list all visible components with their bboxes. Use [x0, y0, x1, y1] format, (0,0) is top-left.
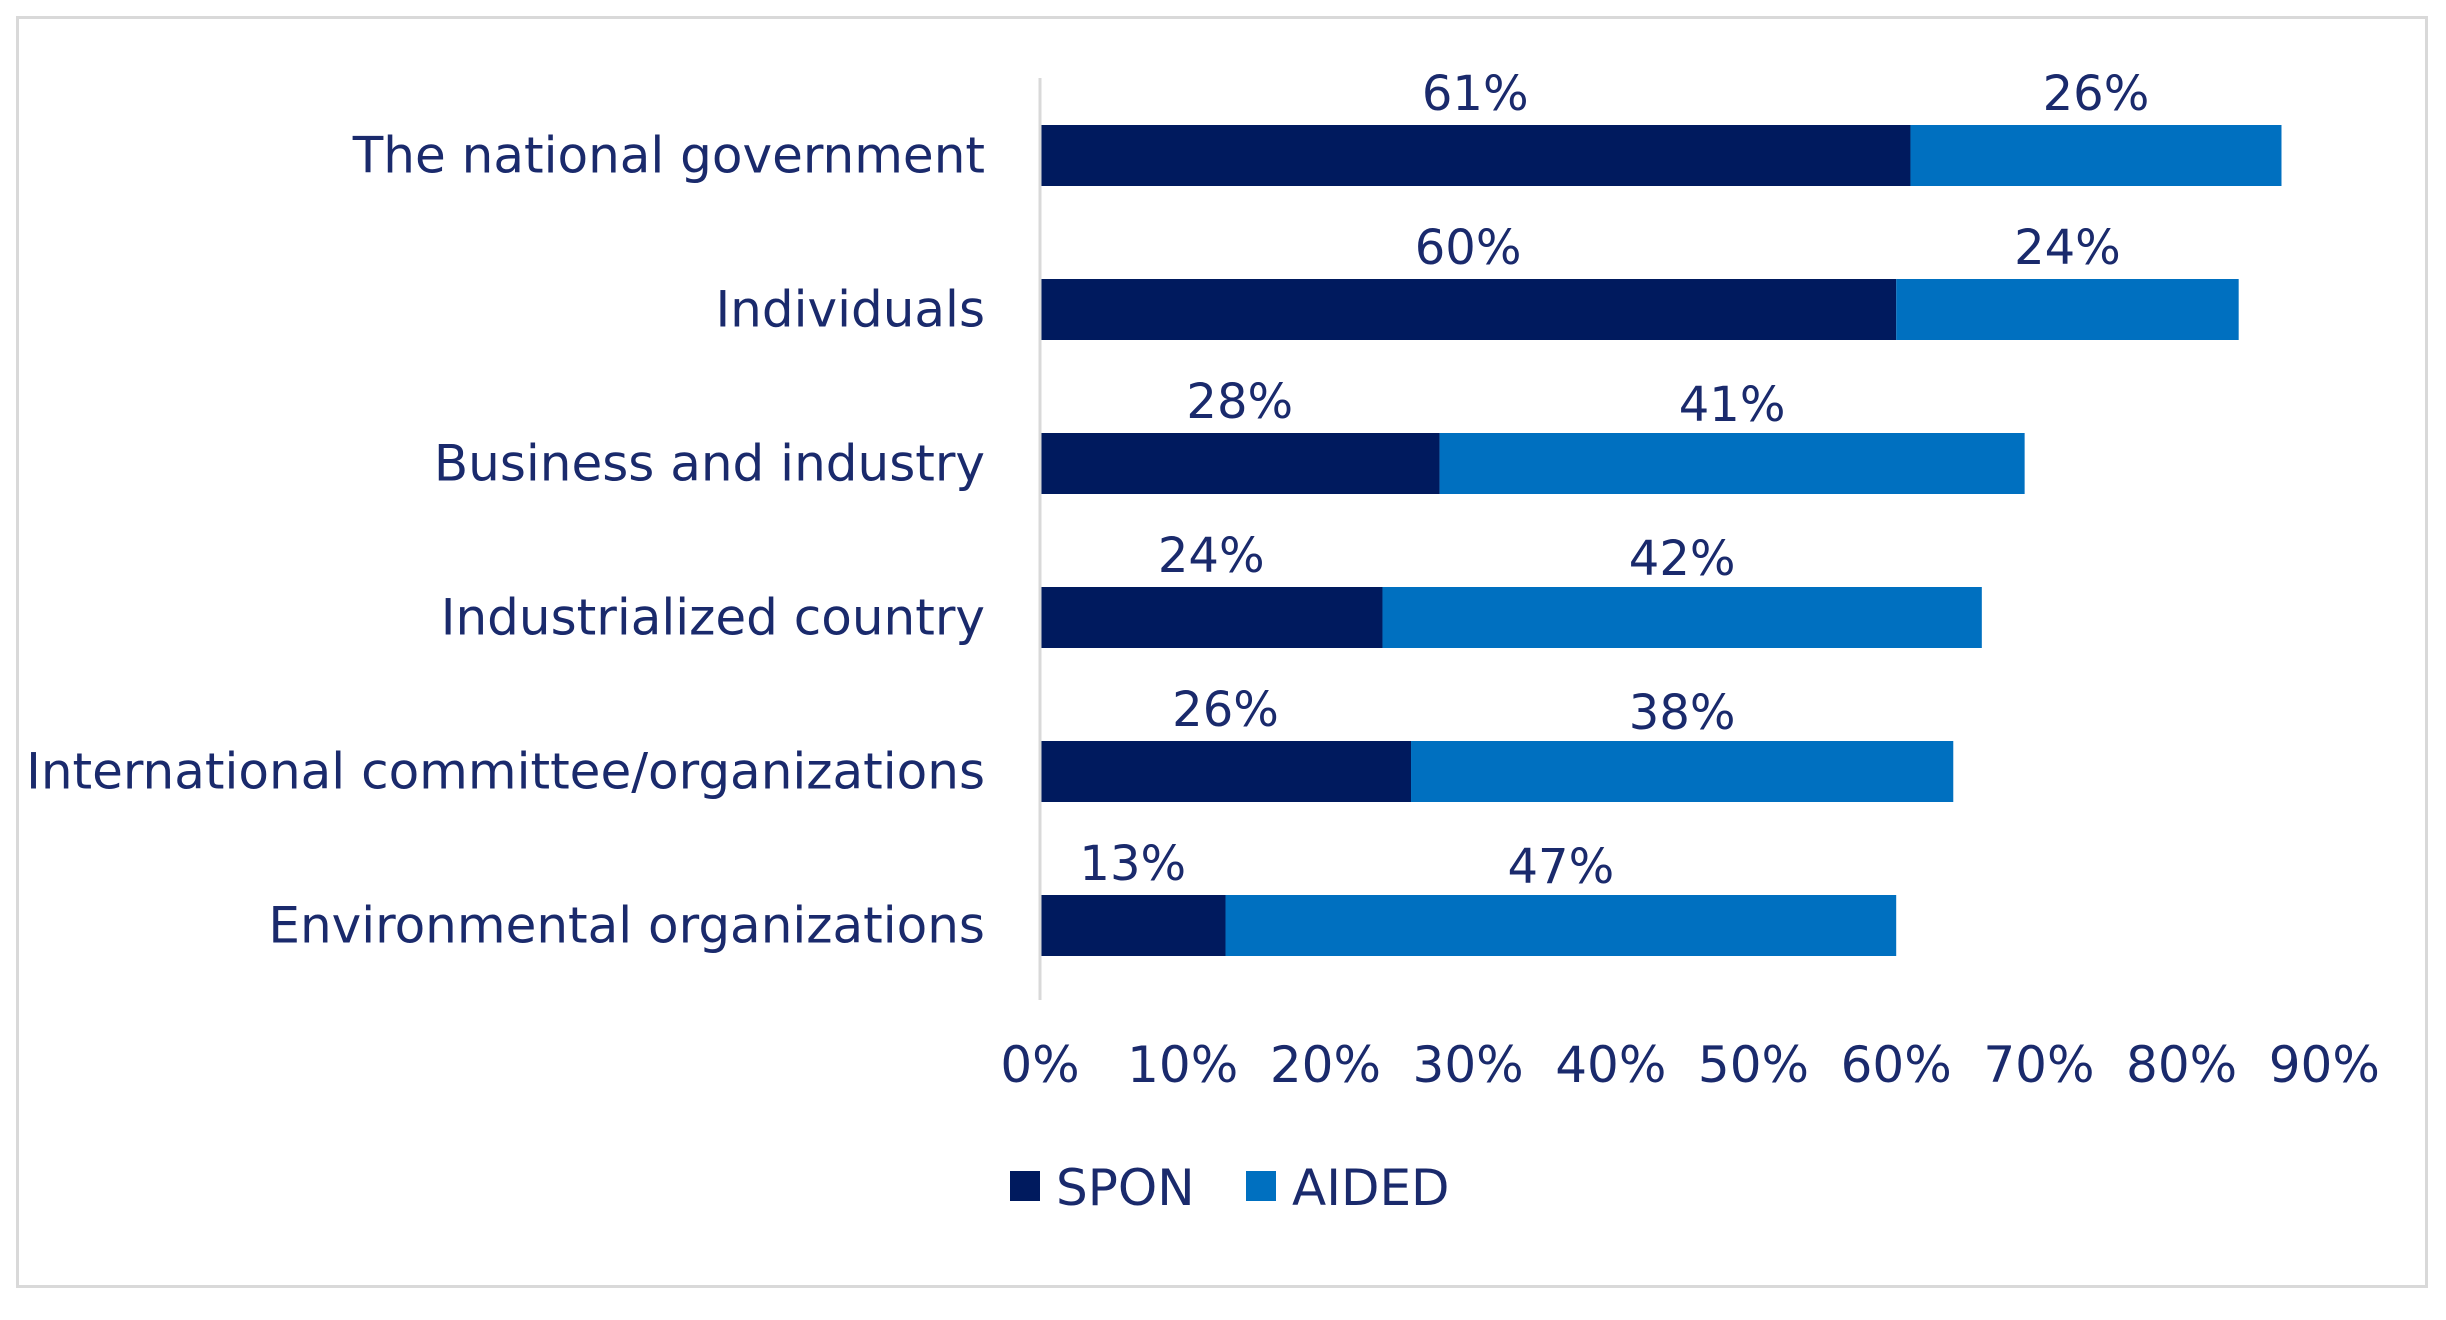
bar-spon-segment: [1040, 895, 1226, 956]
data-label-aided: 38%: [1629, 685, 1736, 741]
bar-spon-segment: [1040, 587, 1383, 648]
x-tick-label: 80%: [2126, 1036, 2237, 1094]
bar-spon-segment: [1040, 433, 1440, 494]
category-label: The national government: [352, 127, 985, 185]
legend-swatch-spon: [1010, 1171, 1040, 1201]
data-label-aided: 24%: [2014, 220, 2121, 276]
data-label-spon: 13%: [1079, 836, 1186, 892]
category-label: Individuals: [715, 281, 985, 339]
bar-aided-segment: [1439, 433, 2025, 494]
bar-aided-segment: [1225, 895, 1897, 956]
bar-aided-segment: [1910, 125, 2282, 186]
x-tick-label: 20%: [1270, 1036, 1381, 1094]
chart-frame: [16, 16, 2428, 1288]
x-tick-label: 50%: [1698, 1036, 1809, 1094]
category-labels-group: The national government Individuals Busine…: [26, 127, 985, 955]
data-label-aided: 47%: [1508, 839, 1615, 895]
data-label-aided: 26%: [2043, 66, 2150, 122]
x-tick-label: 60%: [1841, 1036, 1952, 1094]
bars-group: [1040, 125, 2282, 956]
legend-label-aided: AIDED: [1292, 1159, 1450, 1217]
data-label-spon: 60%: [1415, 220, 1522, 276]
bar-spon-segment: [1040, 279, 1897, 340]
data-label-spon: 61%: [1422, 66, 1529, 122]
bar-aided-segment: [1411, 741, 1954, 802]
data-label-aided: 41%: [1679, 377, 1786, 433]
bar-aided-segment: [1382, 587, 1982, 648]
bar-spon-segment: [1040, 741, 1412, 802]
category-label: Business and industry: [434, 435, 985, 493]
category-label: Industrialized country: [441, 589, 985, 647]
data-label-spon: 24%: [1158, 528, 1265, 584]
legend-swatch-aided: [1246, 1171, 1276, 1201]
legend: SPON AIDED: [1010, 1159, 1450, 1217]
x-tick-label: 90%: [2269, 1036, 2380, 1094]
category-label: International committee/organizations: [26, 743, 985, 801]
data-label-aided: 42%: [1629, 531, 1736, 587]
data-label-spon: 28%: [1186, 374, 1293, 430]
bar-spon-segment: [1040, 125, 1911, 186]
x-tick-label: 40%: [1555, 1036, 1666, 1094]
data-label-spon: 26%: [1172, 682, 1279, 738]
x-tick-labels-group: 0% 10% 20% 30% 40% 50% 60% 70% 80% 90%: [1000, 1036, 2380, 1094]
x-tick-label: 10%: [1127, 1036, 1238, 1094]
data-labels-group: 61% 26% 60% 24% 28% 41% 24% 42% 26% 38% 13% 47%: [1079, 66, 2149, 895]
legend-label-spon: SPON: [1056, 1159, 1195, 1217]
x-tick-label: 30%: [1413, 1036, 1524, 1094]
x-tick-label: 0%: [1000, 1036, 1079, 1094]
x-tick-label: 70%: [1983, 1036, 2094, 1094]
bar-aided-segment: [1896, 279, 2239, 340]
category-label: Environmental organizations: [268, 897, 985, 955]
